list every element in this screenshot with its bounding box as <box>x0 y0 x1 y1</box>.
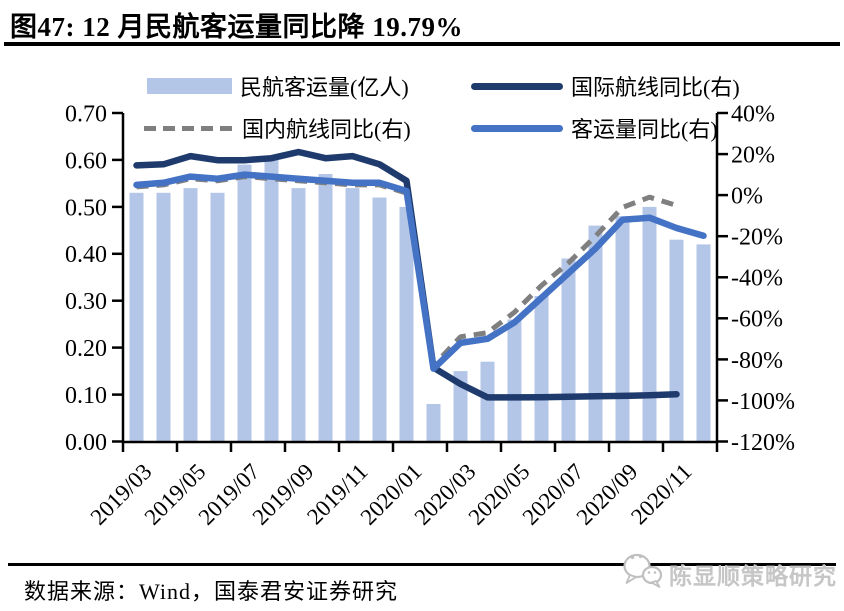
svg-text:0.50: 0.50 <box>65 195 107 221</box>
line-swatch-icon <box>471 82 563 90</box>
legend-item-passenger-volume: 民航客运量(亿人) <box>147 74 409 100</box>
svg-text:2020/09: 2020/09 <box>572 459 643 530</box>
svg-text:-100%: -100% <box>731 389 795 415</box>
svg-text:-20%: -20% <box>731 225 783 251</box>
legend-label: 民航客运量(亿人) <box>240 75 409 100</box>
svg-text:-60%: -60% <box>731 307 783 333</box>
chart-plot-area: 0.00 0.10 0.20 0.30 0.40 0.50 0.60 0.70 40% 20% 0%… <box>65 101 795 530</box>
wechat-logo-icon <box>623 553 663 588</box>
legend-label: 客运量同比(右) <box>571 117 718 142</box>
svg-text:0%: 0% <box>731 184 763 210</box>
legend-label: 国际航线同比(右) <box>571 75 740 100</box>
svg-text:0.20: 0.20 <box>65 336 107 362</box>
svg-text:0.30: 0.30 <box>65 289 107 315</box>
watermark: 陈显顺策略研究 <box>622 547 837 591</box>
legend-item-international-yoy: 国际航线同比(右) <box>471 74 740 100</box>
svg-text:0.10: 0.10 <box>65 383 107 409</box>
chart-svg: 0.00 0.10 0.20 0.30 0.40 0.50 0.60 0.70 40% 20% 0%… <box>65 101 795 530</box>
legend-item-domestic-yoy: 国内航线同比(右) <box>144 116 411 142</box>
svg-text:-80%: -80% <box>731 348 783 374</box>
title-underline <box>4 42 840 46</box>
svg-text:0.70: 0.70 <box>65 101 107 127</box>
svg-text:0.40: 0.40 <box>65 242 107 268</box>
data-source-note: 数据来源：Wind，国泰君安证券研究 <box>24 579 398 604</box>
bar-swatch-icon <box>147 78 232 94</box>
svg-text:2019/09: 2019/09 <box>248 459 319 530</box>
svg-text:0.00: 0.00 <box>65 430 107 456</box>
watermark-text: 陈显顺策略研究 <box>669 564 837 589</box>
svg-text:0.60: 0.60 <box>65 148 107 174</box>
svg-text:-40%: -40% <box>731 266 783 292</box>
figure-title: 图47: 12 月民航客运量同比降 19.79% <box>10 12 463 42</box>
legend-label: 国内航线同比(右) <box>242 117 411 142</box>
svg-text:40%: 40% <box>731 101 775 127</box>
footer-rule <box>8 563 836 566</box>
svg-text:2020/11: 2020/11 <box>626 459 696 529</box>
dashed-line-swatch-icon <box>144 125 234 131</box>
svg-text:-120%: -120% <box>731 430 795 456</box>
line-swatch-icon <box>471 124 563 132</box>
svg-text:20%: 20% <box>731 143 775 169</box>
legend-item-total-yoy: 客运量同比(右) <box>471 116 718 142</box>
